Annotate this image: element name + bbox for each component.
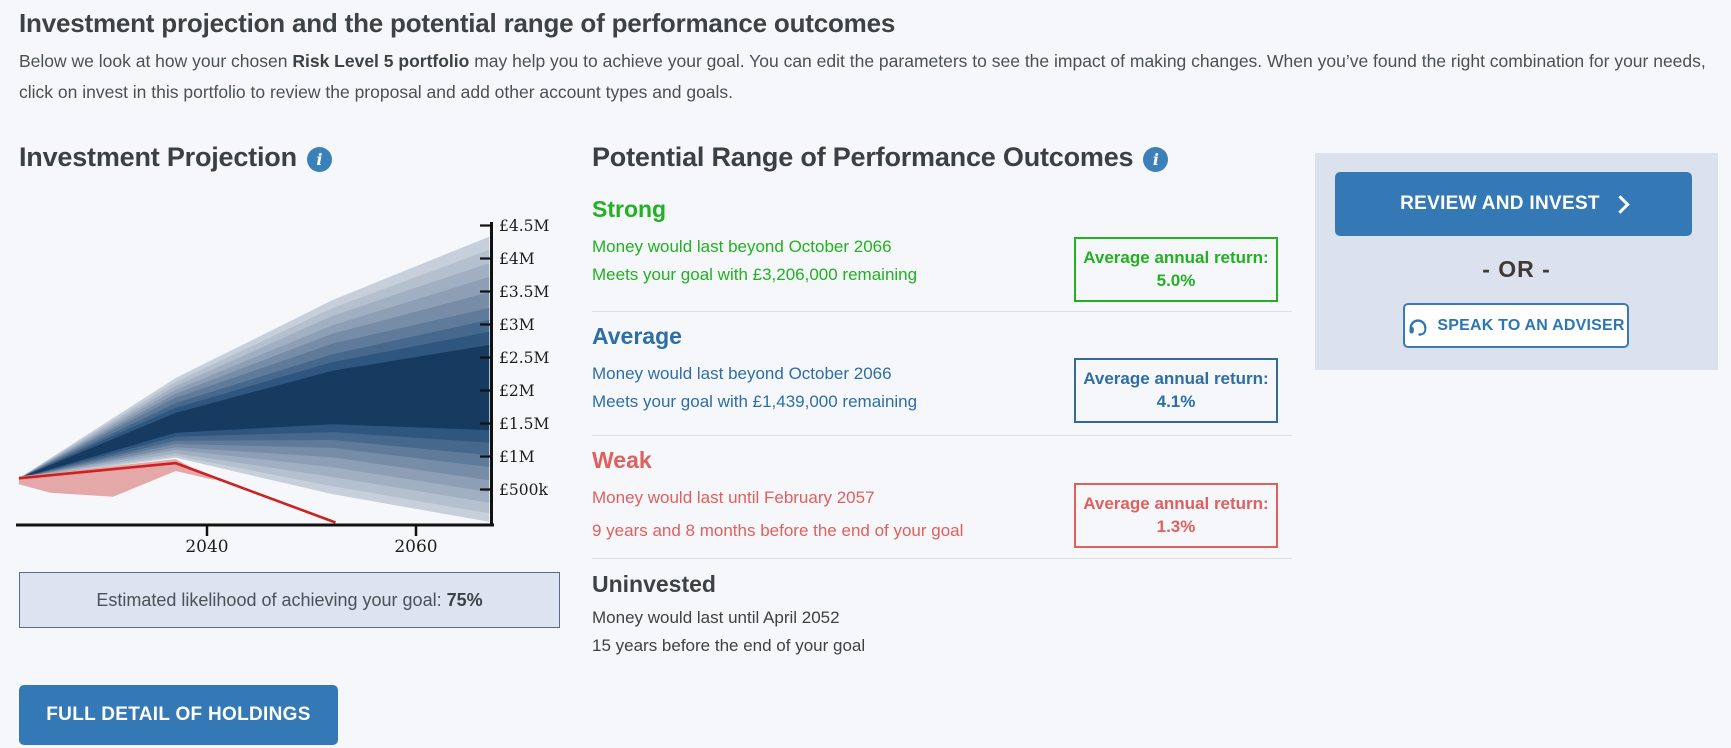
strong-return-value: 5.0% xyxy=(1156,271,1196,290)
chevron-right-icon xyxy=(1611,195,1630,214)
likelihood-label: Estimated likelihood of achieving your g… xyxy=(96,589,442,610)
intro-risk-level: Risk Level 5 portfolio xyxy=(292,51,470,71)
svg-text:£3M: £3M xyxy=(499,316,535,334)
outcome-average-line1: Money would last beyond October 2066 xyxy=(592,364,892,383)
svg-text:£2M: £2M xyxy=(499,382,535,400)
projection-heading: Investment Projection xyxy=(19,142,297,172)
svg-text:£500k: £500k xyxy=(499,481,548,499)
svg-text:£2.5M: £2.5M xyxy=(499,349,550,367)
weak-return-label: Average annual return: xyxy=(1083,494,1269,513)
intro-text-after: may help you to achieve your goal. You c… xyxy=(19,51,1706,102)
likelihood-value: 75% xyxy=(446,589,483,610)
outcome-uninvested-title: Uninvested xyxy=(592,571,716,597)
info-icon[interactable]: i xyxy=(1143,146,1169,172)
speak-to-adviser-button[interactable]: SPEAK TO AN ADVISER xyxy=(1403,303,1629,348)
outcome-uninvested-line1: Money would last until April 2052 xyxy=(592,608,840,627)
full-detail-of-holdings-button[interactable]: FULL DETAIL OF HOLDINGS xyxy=(19,685,338,745)
speak-to-adviser-label: SPEAK TO AN ADVISER xyxy=(1437,316,1625,334)
intro-text-before: Below we look at how your chosen xyxy=(19,51,293,71)
outcome-strong-line2: Meets your goal with £3,206,000 remainin… xyxy=(592,265,918,284)
svg-text:2040: 2040 xyxy=(185,537,228,557)
average-return-box: Average annual return: 4.1% xyxy=(1074,358,1278,423)
intro-paragraph: Below we look at how your chosen Risk Le… xyxy=(19,46,1713,108)
review-and-invest-label: REVIEW AND INVEST xyxy=(1400,193,1600,214)
outcome-strong-title: Strong xyxy=(592,196,667,222)
fan-chart-bands xyxy=(18,236,490,524)
svg-text:£4.5M: £4.5M xyxy=(499,217,550,235)
review-and-invest-button[interactable]: REVIEW AND INVEST xyxy=(1335,172,1692,236)
outcomes-heading-row: Potential Range of Performance Outcomes … xyxy=(592,142,1169,173)
average-return-label: Average annual return: xyxy=(1083,369,1269,388)
svg-text:£3.5M: £3.5M xyxy=(499,283,550,301)
section-divider xyxy=(592,435,1292,436)
outcome-average-line2: Meets your goal with £1,439,000 remainin… xyxy=(592,392,918,411)
outcome-average-title: Average xyxy=(592,323,682,349)
svg-text:£1M: £1M xyxy=(499,448,535,466)
projection-heading-row: Investment Projection i xyxy=(19,142,332,173)
strong-return-box: Average annual return: 5.0% xyxy=(1074,237,1278,302)
outcome-uninvested-line2: 15 years before the end of your goal xyxy=(592,636,866,655)
outcome-strong-line1: Money would last beyond October 2066 xyxy=(592,237,892,256)
weak-return-box: Average annual return: 1.3% xyxy=(1074,483,1278,548)
average-return-value: 4.1% xyxy=(1156,392,1196,411)
chart-axes: 2040 2060 £500k £1M £1.5M £2M £2.5M £3M £3.5M £4M… xyxy=(16,217,550,557)
outcome-weak-title: Weak xyxy=(592,447,652,473)
strong-return-label: Average annual return: xyxy=(1083,248,1269,267)
projection-fan-chart: 2040 2060 £500k £1M £1.5M £2M £2.5M £3M £3.5M £4M… xyxy=(16,217,550,557)
outcomes-list: Strong Money would last beyond October 2… xyxy=(592,190,1292,660)
action-panel: REVIEW AND INVEST - OR - SPEAK TO AN ADV… xyxy=(1315,153,1718,370)
outcome-weak-line2: 9 years and 8 months before the end of y… xyxy=(592,521,964,540)
svg-text:2060: 2060 xyxy=(394,537,437,557)
weak-return-value: 1.3% xyxy=(1156,517,1196,536)
section-divider xyxy=(592,311,1292,312)
page-title: Investment projection and the potential … xyxy=(19,8,896,38)
likelihood-box: Estimated likelihood of achieving your g… xyxy=(19,572,560,628)
outcome-weak-line1: Money would last until February 2057 xyxy=(592,488,875,507)
headset-icon xyxy=(1409,318,1427,336)
svg-text:£4M: £4M xyxy=(499,250,535,268)
info-icon[interactable]: i xyxy=(306,146,332,172)
section-divider xyxy=(592,558,1292,559)
outcomes-heading: Potential Range of Performance Outcomes xyxy=(592,142,1134,172)
or-separator: - OR - xyxy=(1482,256,1551,282)
svg-text:£1.5M: £1.5M xyxy=(499,415,550,433)
